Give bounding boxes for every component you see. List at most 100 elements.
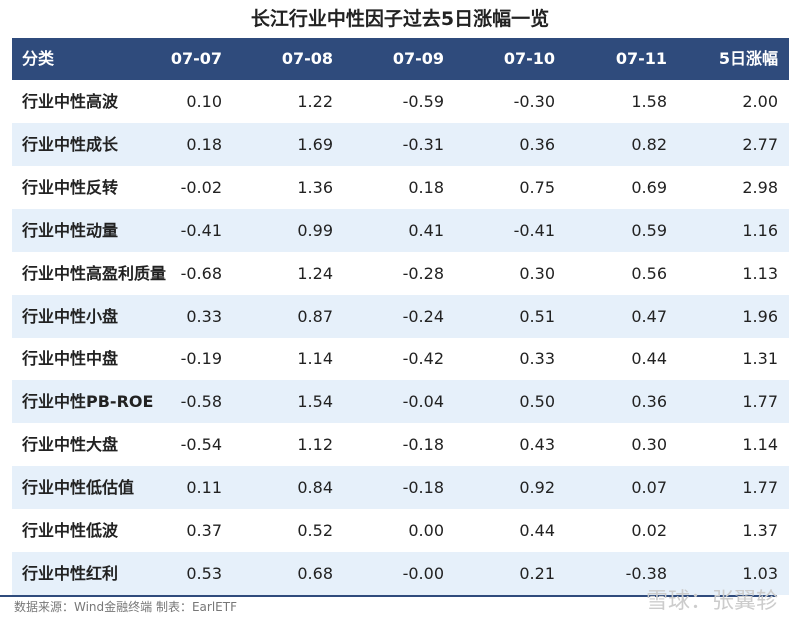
value-cell: 2.00: [742, 92, 778, 111]
value-cell: -0.58: [180, 392, 222, 412]
value-cell: 1.58: [631, 92, 667, 111]
value-cell: 1.54: [297, 392, 333, 412]
table-row: 行业中性小盘 0.33 0.87 -0.24 0.51 0.47 1.96: [12, 294, 789, 338]
value-cell: -0.42: [402, 349, 444, 369]
value-cell: -0.41: [180, 220, 222, 240]
value-cell: 0.53: [186, 563, 222, 583]
value-cell: 1.24: [297, 263, 333, 283]
header-cell: 07-08: [281, 49, 333, 68]
value-cell: -0.04: [402, 392, 444, 412]
table-row: 行业中性反转 -0.02 1.36 0.18 0.75 0.69 2.98: [12, 166, 789, 209]
value-cell: -0.41: [513, 220, 555, 240]
header-row: 分类 07-07 07-08 07-09 07-10 07-11 5日涨幅: [12, 38, 789, 80]
value-cell: -0.18: [402, 478, 444, 498]
value-cell: 0.99: [297, 220, 333, 240]
value-cell: 1.77: [742, 478, 778, 498]
value-cell: 0.92: [519, 478, 555, 498]
value-cell: 0.41: [408, 220, 444, 240]
value-cell: 0.21: [519, 563, 555, 583]
source-note: 数据来源：Wind金融终端 制表：EarlETF: [14, 600, 237, 614]
value-cell: -0.18: [402, 435, 444, 455]
value-cell: -0.59: [402, 92, 444, 111]
value-cell: 1.37: [742, 521, 778, 540]
header-cell: 分类: [22, 49, 55, 68]
value-cell: 0.33: [519, 349, 555, 369]
row-label: 行业中性大盘: [22, 435, 119, 455]
value-cell: -0.30: [513, 92, 555, 111]
value-cell: 1.96: [742, 306, 778, 326]
value-cell: -0.54: [180, 435, 222, 455]
value-cell: -0.02: [180, 177, 222, 197]
value-cell: 0.82: [631, 134, 667, 154]
value-cell: 0.47: [631, 306, 667, 326]
row-label: 行业中性低估值: [22, 478, 135, 498]
table-row: 行业中性红利 0.53 0.68 -0.00 0.21 -0.38 1.03: [12, 551, 789, 595]
header-cell: 07-10: [503, 49, 555, 68]
value-cell: 0.18: [408, 177, 444, 197]
value-cell: 0.50: [519, 392, 555, 412]
value-cell: 0.43: [519, 435, 555, 455]
value-cell: 0.36: [631, 392, 667, 412]
value-cell: 0.36: [519, 134, 555, 154]
value-cell: 2.77: [742, 134, 778, 154]
value-cell: 0.51: [519, 306, 555, 326]
value-cell: 0.18: [186, 134, 222, 154]
value-cell: 0.59: [631, 220, 667, 240]
table-row: 行业中性低估值 0.11 0.84 -0.18 0.92 0.07 1.77: [12, 466, 789, 510]
value-cell: 1.14: [742, 435, 778, 455]
header-cell: 07-07: [170, 49, 222, 68]
value-cell: 1.36: [297, 177, 333, 197]
value-cell: 1.14: [297, 349, 333, 369]
row-label: 行业中性高波: [22, 92, 119, 111]
value-cell: 0.56: [631, 263, 667, 283]
table-row: 行业中性PB-ROE -0.58 1.54 -0.04 0.50 0.36 1.77: [12, 380, 789, 424]
value-cell: 0.02: [631, 521, 667, 540]
table-row: 行业中性低波 0.37 0.52 0.00 0.44 0.02 1.37: [12, 509, 789, 552]
value-cell: 1.22: [297, 92, 333, 111]
header-cell: 07-09: [392, 49, 444, 68]
row-label: 行业中性低波: [22, 521, 119, 540]
value-cell: 0.75: [519, 177, 555, 197]
row-label: 行业中性反转: [22, 177, 119, 197]
value-cell: 0.11: [186, 478, 222, 498]
value-cell: -0.68: [180, 263, 222, 283]
watermark: 雪球：张翼轸: [645, 589, 778, 614]
value-cell: -0.00: [402, 563, 444, 583]
value-cell: 0.44: [519, 521, 555, 540]
value-cell: 0.44: [631, 349, 667, 369]
value-cell: 0.33: [186, 306, 222, 326]
bottom-rule: [0, 595, 777, 597]
value-cell: -0.38: [625, 563, 667, 583]
row-label: 行业中性PB-ROE: [22, 392, 154, 412]
value-cell: 1.69: [297, 134, 333, 154]
value-cell: 1.16: [742, 220, 778, 240]
value-cell: 0.87: [297, 306, 333, 326]
value-cell: 0.84: [297, 478, 333, 498]
value-cell: 1.13: [742, 263, 778, 283]
title: 长江行业中性因子过去5日涨幅一览: [250, 8, 550, 30]
row-label: 行业中性小盘: [22, 306, 119, 326]
value-cell: 1.03: [742, 563, 778, 583]
value-cell: 0.30: [631, 435, 667, 455]
value-cell: 1.12: [297, 435, 333, 455]
value-cell: 0.52: [297, 521, 333, 540]
value-cell: 0.37: [186, 521, 222, 540]
value-cell: 2.98: [742, 177, 778, 197]
table-row: 行业中性高波 0.10 1.22 -0.59 -0.30 1.58 2.00: [12, 80, 789, 123]
value-cell: 0.68: [297, 563, 333, 583]
value-cell: -0.24: [402, 306, 444, 326]
value-cell: 1.77: [742, 392, 778, 412]
value-cell: -0.28: [402, 263, 444, 283]
header-cell: 07-11: [615, 49, 667, 68]
table-row: 行业中性高盈利质量 -0.68 1.24 -0.28 0.30 0.56 1.13: [12, 252, 789, 295]
table-row: 行业中性大盘 -0.54 1.12 -0.18 0.43 0.30 1.14: [12, 423, 789, 466]
value-cell: 0.10: [186, 92, 222, 111]
row-label: 行业中性动量: [22, 220, 119, 240]
header-cell: 5日涨幅: [718, 49, 778, 68]
value-cell: -0.19: [180, 349, 222, 369]
table-row: 行业中性动量 -0.41 0.99 0.41 -0.41 0.59 1.16: [12, 208, 789, 252]
value-cell: 1.31: [742, 349, 778, 369]
value-cell: 0.30: [519, 263, 555, 283]
table-row: 行业中性中盘 -0.19 1.14 -0.42 0.33 0.44 1.31: [12, 337, 789, 380]
